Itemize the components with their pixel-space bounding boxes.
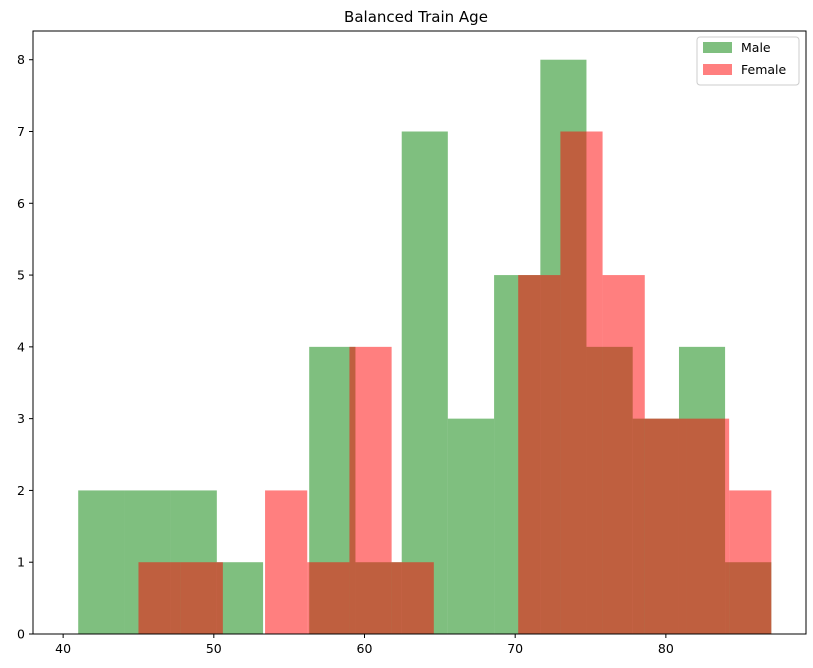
legend-label-male: Male xyxy=(741,40,771,55)
bar-male-8 xyxy=(448,419,494,634)
bar-female-0 xyxy=(138,562,180,634)
bar-male-7 xyxy=(402,132,448,635)
bar-female-13 xyxy=(687,419,729,634)
legend-swatch-female xyxy=(703,64,732,75)
x-tick-label: 50 xyxy=(206,641,222,656)
bar-female-1 xyxy=(181,562,223,634)
bar-female-5 xyxy=(349,347,391,634)
y-tick-label: 7 xyxy=(17,124,25,139)
y-tick-label: 8 xyxy=(17,52,25,67)
bars-layer xyxy=(78,60,771,634)
chart-title: Balanced Train Age xyxy=(344,8,488,26)
bar-female-11 xyxy=(603,275,645,634)
x-tick-label: 70 xyxy=(507,641,523,656)
x-tick-label: 40 xyxy=(55,641,71,656)
y-tick-label: 1 xyxy=(17,555,25,570)
bar-female-9 xyxy=(518,275,560,634)
legend-swatch-male xyxy=(703,42,732,53)
x-tick-label: 80 xyxy=(658,641,674,656)
legend: Male Female xyxy=(697,37,799,85)
y-tick-label: 6 xyxy=(17,196,25,211)
bar-female-3 xyxy=(265,490,307,634)
x-tick-label: 60 xyxy=(357,641,373,656)
y-tick-label: 5 xyxy=(17,268,25,283)
bar-female-4 xyxy=(307,562,349,634)
legend-label-female: Female xyxy=(741,62,787,77)
y-tick-label: 2 xyxy=(17,483,25,498)
bar-male-3 xyxy=(217,562,263,634)
bar-female-6 xyxy=(392,562,434,634)
bar-male-0 xyxy=(78,490,124,634)
y-tick-label: 4 xyxy=(17,339,25,354)
y-tick-label: 0 xyxy=(17,627,25,642)
bar-female-10 xyxy=(560,132,602,635)
y-tick-label: 3 xyxy=(17,411,25,426)
bar-female-12 xyxy=(645,419,687,634)
bar-female-14 xyxy=(729,490,771,634)
